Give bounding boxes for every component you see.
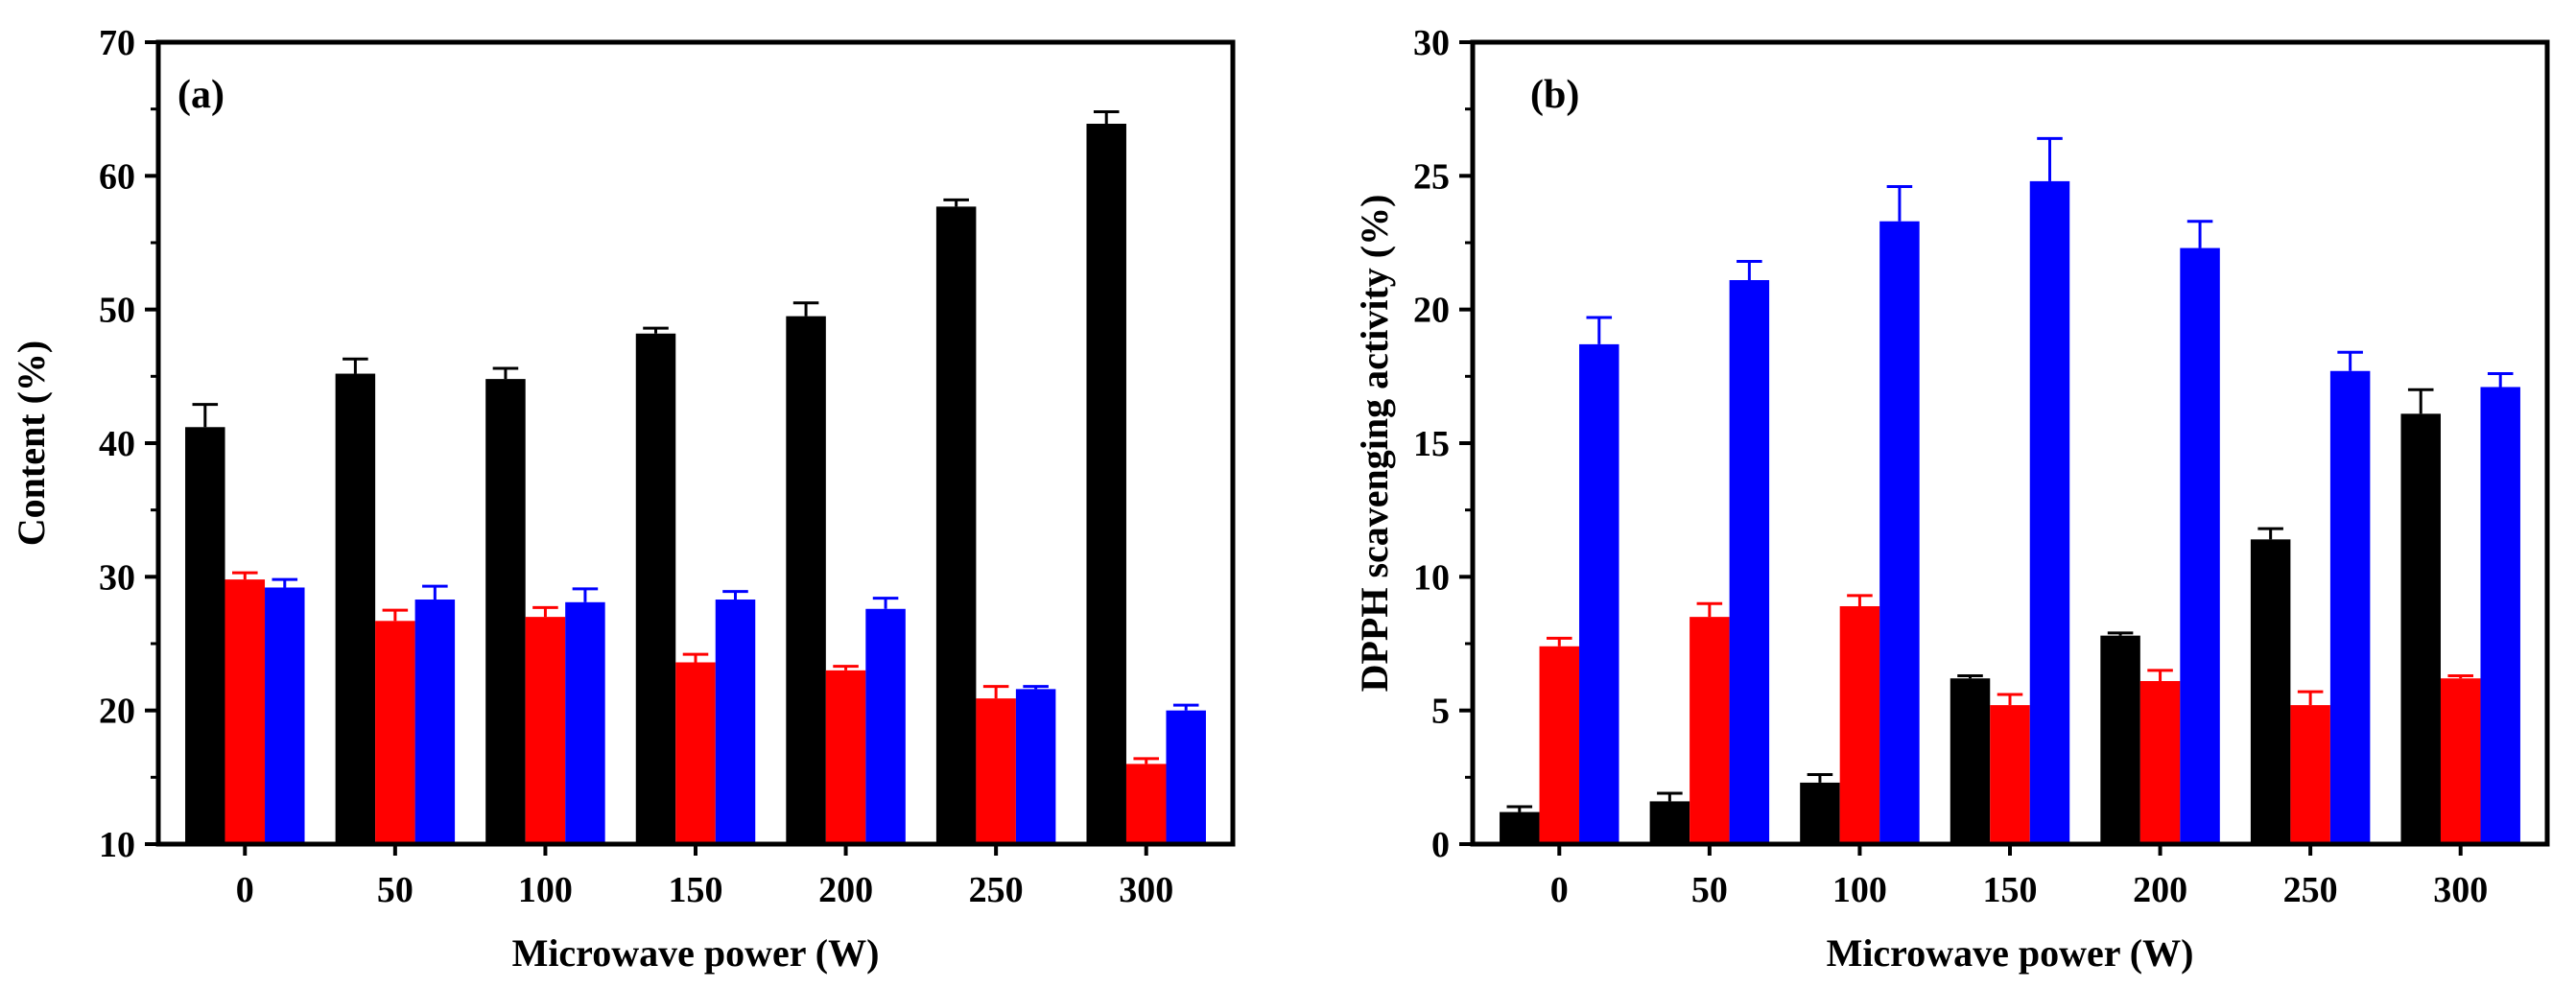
- bar-red-0: [1539, 646, 1580, 844]
- bar-blue-0: [1579, 343, 1619, 845]
- bar-black-50: [1649, 801, 1690, 844]
- y-tick-label-10: 10: [99, 825, 135, 865]
- y-tick-label-30: 30: [99, 557, 135, 598]
- bar-red-150: [1990, 705, 2030, 844]
- x-tick-label-150: 150: [1983, 870, 2038, 910]
- x-tick-label-200: 200: [2133, 870, 2187, 910]
- x-tick-label-50: 50: [377, 870, 414, 910]
- y-tick-label-0: 0: [1431, 825, 1450, 865]
- x-tick-label-150: 150: [669, 870, 723, 910]
- bar-red-50: [375, 621, 415, 844]
- x-tick-label-300: 300: [1119, 870, 1173, 910]
- bar-red-300: [2440, 678, 2481, 844]
- y-tick-label-60: 60: [99, 156, 135, 197]
- y-tick-label-25: 25: [1413, 156, 1450, 197]
- bar-red-100: [525, 617, 566, 844]
- bar-black-200: [2100, 635, 2140, 844]
- y-axis-title: DPPH scavenging activity (%): [1353, 195, 1396, 693]
- bar-black-100: [485, 379, 526, 844]
- bar-blue-300: [1166, 710, 1206, 844]
- y-tick-label-15: 15: [1413, 424, 1450, 464]
- y-tick-label-40: 40: [99, 424, 135, 464]
- bar-blue-100: [1879, 221, 1920, 844]
- bar-black-200: [786, 316, 826, 845]
- x-tick-label-100: 100: [1832, 870, 1887, 910]
- bar-red-250: [2290, 705, 2330, 844]
- bar-blue-150: [2029, 180, 2070, 844]
- bar-blue-300: [2480, 387, 2520, 844]
- x-axis-title: Microwave power (W): [512, 931, 880, 975]
- x-tick-label-100: 100: [518, 870, 573, 910]
- x-axis-title: Microwave power (W): [1827, 931, 2194, 975]
- x-tick-label-250: 250: [969, 870, 1024, 910]
- bar-red-50: [1690, 617, 1730, 844]
- y-tick-label-10: 10: [1413, 557, 1450, 598]
- bar-red-200: [825, 670, 866, 844]
- bar-red-0: [225, 579, 266, 844]
- y-tick-label-5: 5: [1431, 692, 1450, 732]
- x-tick-label-250: 250: [2283, 870, 2338, 910]
- chart-panel-a: 10 20 30 40 50 60 70 0 50 100 150 200 250 300 Microwav…: [10, 23, 1236, 975]
- bar-black-50: [335, 373, 376, 844]
- bar-red-250: [976, 698, 1016, 844]
- bar-red-150: [675, 662, 716, 844]
- panel-label: (a): [177, 73, 225, 117]
- y-tick-label-30: 30: [1413, 23, 1450, 63]
- y-axis-title: Content (%): [10, 341, 53, 546]
- x-tick-label-0: 0: [1550, 870, 1569, 910]
- bar-black-300: [1086, 123, 1126, 844]
- bar-black-250: [2250, 539, 2291, 844]
- x-tick-label-0: 0: [236, 870, 254, 910]
- y-tick-label-70: 70: [99, 23, 135, 63]
- bar-blue-250: [1015, 689, 1056, 844]
- x-tick-label-50: 50: [1691, 870, 1728, 910]
- bar-black-250: [935, 206, 977, 844]
- bar-red-200: [2139, 681, 2181, 844]
- x-tick-label-300: 300: [2433, 870, 2488, 910]
- bar-black-0: [185, 427, 225, 844]
- bar-blue-50: [414, 600, 456, 844]
- bar-black-0: [1500, 812, 1540, 844]
- bar-black-150: [1950, 678, 1991, 844]
- x-tick-label-200: 200: [818, 870, 873, 910]
- bar-blue-50: [1729, 280, 1770, 845]
- bar-blue-100: [565, 601, 605, 844]
- bar-red-300: [1125, 764, 1167, 844]
- bar-blue-0: [265, 587, 305, 844]
- y-tick-label-50: 50: [99, 291, 135, 331]
- bar-blue-200: [865, 608, 906, 844]
- panel-label: (b): [1530, 73, 1579, 117]
- bar-blue-200: [2180, 247, 2220, 844]
- bar-black-100: [1800, 782, 1840, 844]
- bar-black-300: [2400, 413, 2441, 844]
- bar-blue-250: [2329, 370, 2371, 844]
- y-tick-label-20: 20: [99, 692, 135, 732]
- bar-red-100: [1839, 605, 1880, 844]
- y-tick-label-20: 20: [1413, 291, 1450, 331]
- bar-blue-150: [715, 600, 756, 844]
- bar-black-150: [635, 333, 676, 844]
